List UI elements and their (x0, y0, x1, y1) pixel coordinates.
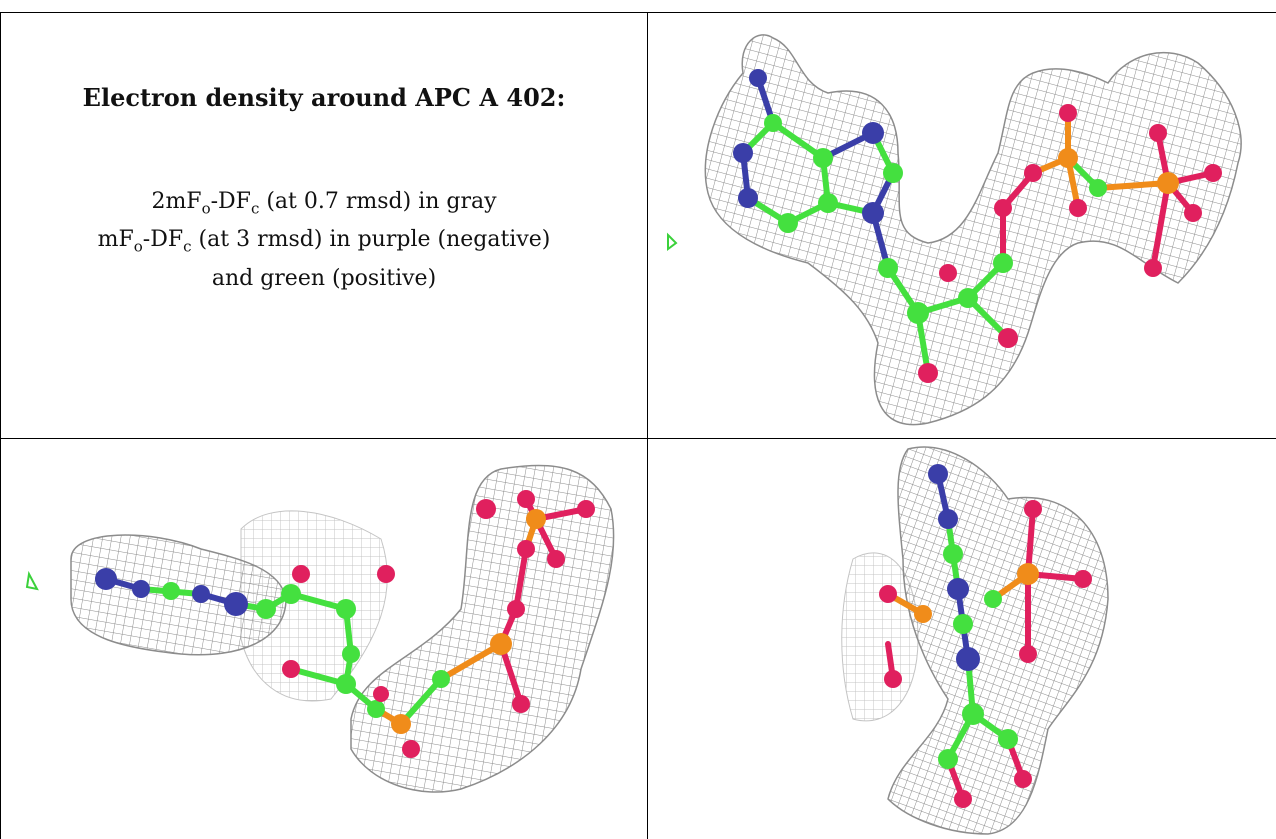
ligand-atoms (879, 464, 1092, 808)
density-render-3 (841, 446, 1109, 835)
caption-cell: Electron density around APC A 402: 2mFo-… (1, 13, 647, 438)
density-render-1 (667, 34, 1242, 426)
density-view-top-right (648, 13, 1276, 438)
caption: Electron density around APC A 402: 2mFo-… (19, 83, 629, 294)
table-border-top (0, 12, 1276, 13)
ligand-atoms (733, 69, 1222, 383)
density-view-bottom-left (1, 439, 647, 839)
ligand-atoms (95, 490, 595, 758)
legend-positive: and green (positive) (211, 265, 437, 291)
positive-density-blob (25, 570, 39, 591)
legend-difference-map: mFo-DFc (at 3 rmsd) in purple (negative) (97, 227, 551, 256)
density-mesh (704, 34, 1242, 426)
density-view-bottom-right (648, 439, 1276, 839)
density-mesh-main (887, 446, 1109, 835)
legend-gray-mesh: 2mFo-DFc (at 0.7 rmsd) in gray (151, 189, 497, 218)
table-border-left (0, 12, 1, 839)
positive-density-blob (667, 232, 678, 251)
density-render-2 (25, 464, 615, 793)
table-column-divider (647, 12, 648, 839)
table-row-divider (0, 438, 1276, 439)
caption-title: Electron density around APC A 402: (82, 83, 566, 112)
